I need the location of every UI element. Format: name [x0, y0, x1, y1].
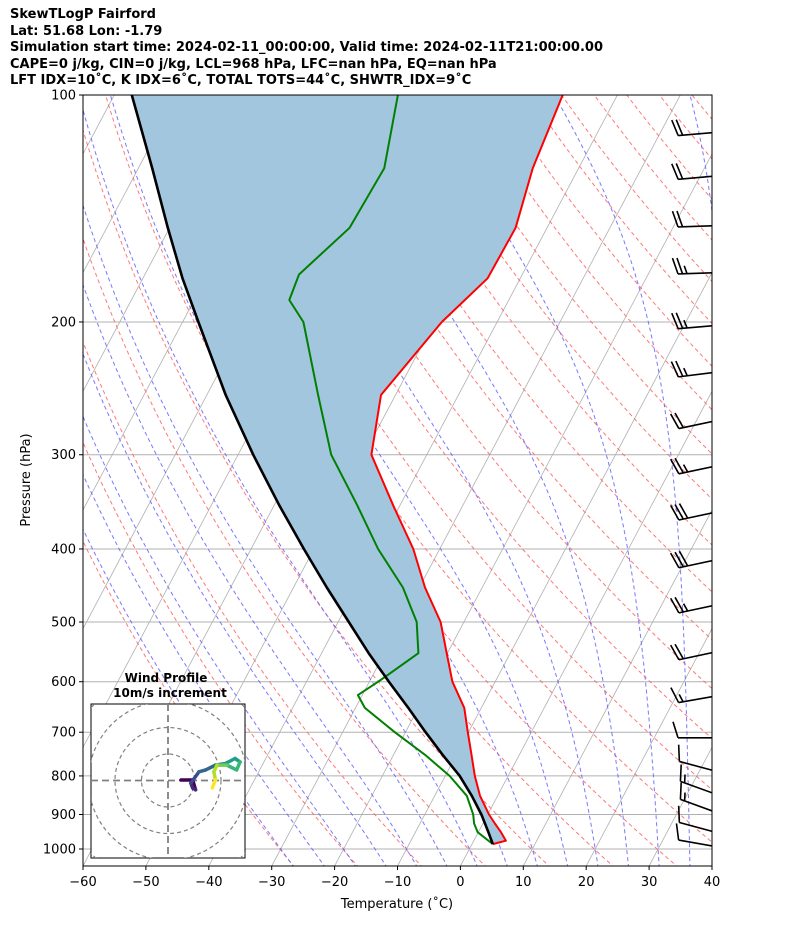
moist-adiabat-line [83, 283, 418, 866]
dry-adiabat-line [495, 95, 712, 367]
y-tick-label: 700 [51, 726, 76, 741]
hodograph-trace-segment [189, 770, 201, 785]
cin-shaded-area [131, 95, 563, 845]
isotherm-line [334, 153, 712, 866]
temperature-line [370, 95, 564, 846]
x-tick-label: −10 [384, 875, 411, 890]
hodograph-trace-segment [210, 778, 218, 790]
moist-adiabat-line [553, 95, 691, 866]
wind-barb [671, 257, 712, 275]
dry-adiabat-line [267, 95, 712, 690]
moist-adiabat-line [251, 95, 599, 866]
stability-indices-text: LFT IDX=10˚C, K IDX=6˚C, TOTAL TOTS=44˚C… [10, 73, 472, 89]
dry-adiabat-line [83, 237, 486, 866]
x-tick-label: 40 [704, 875, 721, 890]
x-axis-label: Temperature (˚C) [340, 896, 453, 912]
wind-barb [669, 596, 712, 614]
x-tick-label: 30 [641, 875, 658, 890]
dry-adiabat-line [560, 95, 712, 283]
hodograph: Wind Profile 10m/s increment [90, 671, 246, 859]
x-tick-label: −20 [321, 875, 348, 890]
dry-adiabat-line [365, 95, 712, 546]
moist-adiabat-line [83, 528, 294, 866]
hodograph-trace-segment [225, 763, 239, 772]
hodograph-subtitle: 10m/s increment [113, 686, 227, 700]
x-tick-label: −60 [69, 875, 96, 890]
dry-adiabat-line [463, 95, 712, 411]
moist-adiabat-line [83, 473, 325, 866]
y-tick-label: 900 [51, 808, 76, 823]
dry-adiabat-line [83, 128, 550, 866]
y-axis-label: Pressure (hPa) [19, 433, 34, 526]
y-tick-label: 500 [51, 616, 76, 631]
chart-title: SkewTLogP Fairford [10, 7, 156, 22]
isotherm-line [522, 509, 712, 866]
wind-barb [671, 312, 712, 330]
parcel-path-line [130, 95, 495, 845]
x-tick-label: −30 [258, 875, 285, 890]
parcel-params-text: CAPE=0 j/kg, CIN=0 j/kg, LCL=968 hPa, LF… [10, 56, 497, 72]
moist-adiabat-line [325, 95, 629, 866]
wind-barb [669, 412, 712, 430]
dry-adiabat-line [528, 95, 712, 325]
y-tick-label: 300 [51, 448, 76, 463]
wind-barb [669, 550, 712, 569]
dry-adiabat-line [626, 95, 712, 200]
isotherm-line [83, 95, 178, 274]
moist-adiabat-line [424, 95, 660, 866]
wind-barb [669, 457, 712, 475]
hodograph-ring [114, 726, 222, 835]
isotherm-line [271, 95, 681, 866]
chart-header: SkewTLogP Fairford Lat: 51.68 Lon: -1.79… [10, 7, 603, 90]
x-tick-label: 10 [515, 875, 532, 890]
isotherm-line [208, 95, 618, 866]
axes: −60 −50 −40 −30 −20 −10 0 10 20 30 40 100 200 300 400 5… [43, 89, 720, 891]
x-tick-label: 20 [578, 875, 595, 890]
moist-adiabat-line [147, 95, 538, 866]
wind-barb [671, 119, 712, 137]
y-tick-label: 100 [51, 89, 76, 104]
profile-lines [130, 95, 564, 846]
dry-adiabat-line [691, 95, 712, 120]
isotherm-line [459, 390, 712, 866]
moist-adiabat-line [83, 415, 356, 866]
wind-barb [672, 721, 712, 739]
hodograph-trace-segment [203, 763, 218, 772]
wind-barb [671, 210, 712, 228]
x-tick-label: −50 [132, 875, 159, 890]
moist-adiabat-line [83, 352, 387, 866]
isotherm-line [774, 78, 794, 868]
dry-adiabat-line [235, 95, 712, 740]
wind-barb [669, 503, 712, 521]
dewpoint-line [288, 95, 494, 845]
wind-barb [670, 687, 712, 704]
y-tick-label: 600 [51, 675, 76, 690]
wind-barb [675, 823, 712, 847]
dry-adiabat-line [83, 441, 359, 866]
isotherm-line [648, 746, 712, 866]
x-tick-label: −40 [195, 875, 222, 890]
y-tick-label: 1000 [43, 843, 76, 858]
wind-barb [670, 360, 712, 378]
x-tick-label: 0 [456, 875, 464, 890]
time-text: Simulation start time: 2024-02-11_00:00:… [10, 40, 603, 56]
dry-adiabat-line [83, 340, 423, 866]
y-tick-label: 200 [51, 315, 76, 330]
location-text: Lat: 51.68 Lon: -1.79 [10, 23, 163, 39]
y-tick-label: 800 [51, 769, 76, 784]
hodograph-trace-segment [223, 756, 237, 766]
moist-adiabat-line [83, 107, 478, 866]
wind-barbs [669, 119, 712, 847]
y-tick-label: 400 [51, 542, 76, 557]
wind-barb [669, 643, 712, 661]
isotherm-line [711, 865, 712, 866]
isotherm-line [585, 627, 712, 866]
moist-adiabat-line [689, 95, 712, 216]
moist-adiabat-line [83, 203, 448, 866]
wind-barb [671, 163, 712, 181]
hodograph-title: Wind Profile [125, 671, 208, 685]
